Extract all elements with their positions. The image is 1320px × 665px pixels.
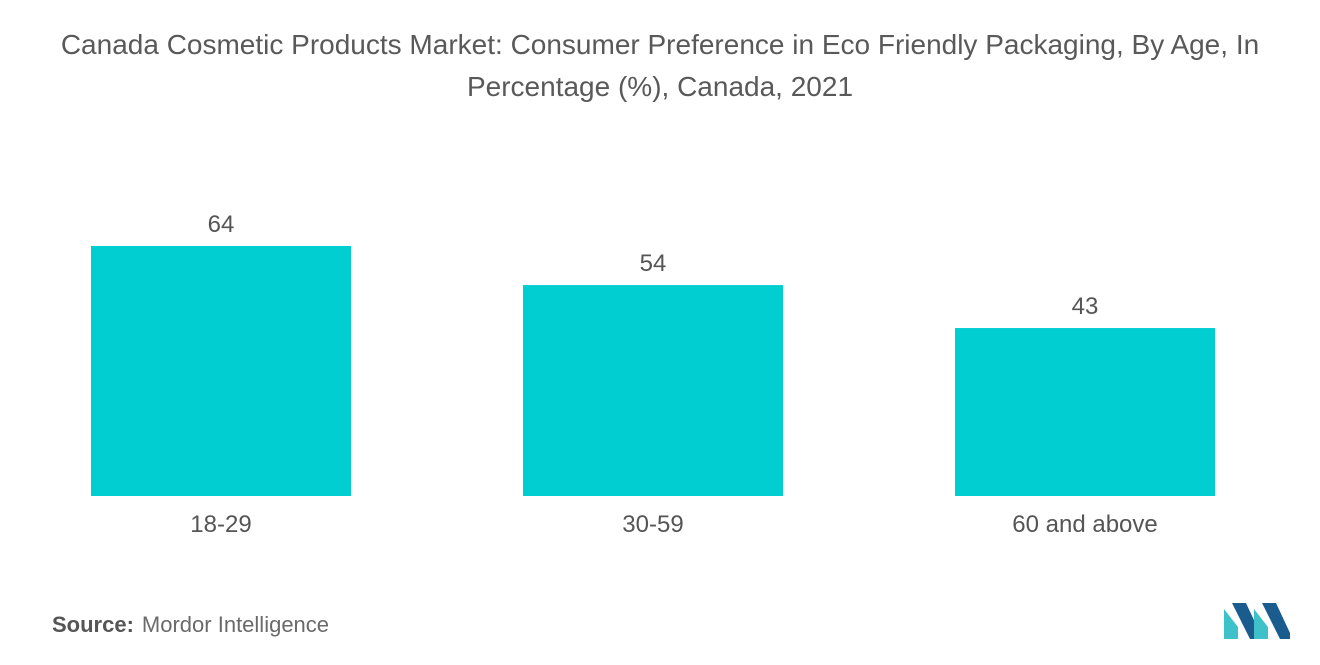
mordor-intelligence-logo-icon (1224, 603, 1290, 639)
data-label: 64 (208, 211, 235, 238)
source-footer: Source: Mordor Intelligence (52, 612, 329, 638)
data-label: 43 (1072, 293, 1099, 320)
bar-chart: 64 18-29 54 30-59 43 60 and above (91, 211, 1215, 538)
chart-title: Canada Cosmetic Products Market: Consume… (60, 29, 1260, 102)
data-label: 54 (640, 250, 667, 277)
source-value: Mordor Intelligence (141, 612, 330, 637)
x-tick-label: 60 and above (1012, 511, 1157, 538)
bar-30-59 (523, 285, 783, 496)
bar-18-29 (91, 246, 351, 496)
x-tick-label: 18-29 (190, 511, 251, 538)
source-label: Source: (52, 612, 134, 637)
bar-60-and-above (955, 328, 1215, 496)
x-tick-label: 30-59 (622, 511, 683, 538)
